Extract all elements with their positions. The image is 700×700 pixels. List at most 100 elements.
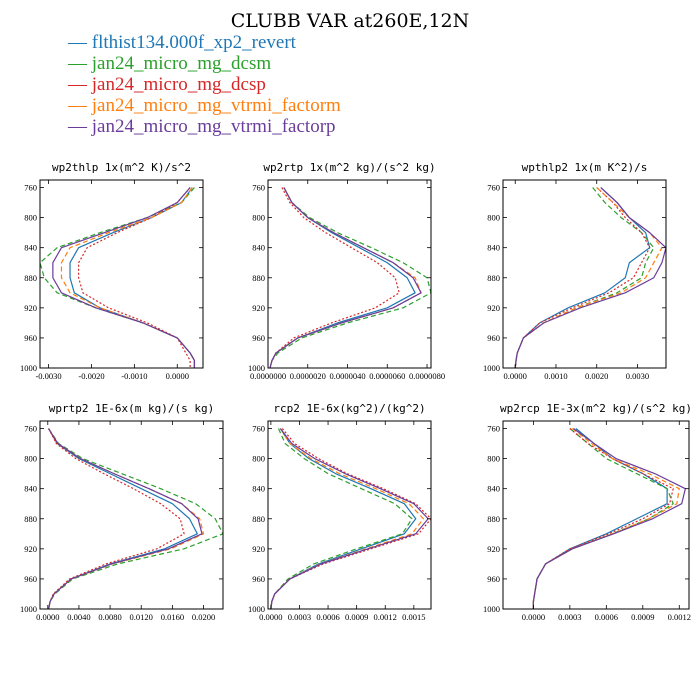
x-tick-label: -0.0030 xyxy=(35,371,61,381)
series-group xyxy=(532,428,686,609)
legend-item-4: — jan24_micro_mg_vtrmi_factorm xyxy=(67,95,341,116)
y-tick-label: 1000 xyxy=(483,604,500,614)
y-tick-label: 840 xyxy=(487,484,500,494)
series-line-5 xyxy=(514,187,666,368)
x-tick-label: 0.0000 xyxy=(504,371,527,381)
series-group xyxy=(47,428,223,609)
plot-frame xyxy=(39,420,224,610)
x-tick-label: 0.0000 xyxy=(166,371,189,381)
y-tick-label: 960 xyxy=(24,574,37,584)
y-tick-label: 1000 xyxy=(248,604,265,614)
x-tick-label: -0.0010 xyxy=(121,371,147,381)
series-line-3 xyxy=(514,187,651,368)
y-tick-label: 760 xyxy=(24,424,37,434)
series-line-5 xyxy=(269,187,422,368)
panel-3: wpthlp2 1x(m K^2)/s 760 800 840 880 920 960 100… xyxy=(483,161,667,381)
y-tick-label: 760 xyxy=(24,183,37,193)
legend-symbol: — xyxy=(67,53,92,74)
x-tick-label: 0.0000020 xyxy=(290,371,326,381)
y-tick-label: 800 xyxy=(487,213,500,223)
legend-symbol: — xyxy=(67,116,92,137)
series-group xyxy=(270,428,431,609)
x-tick-label: 0.0000 xyxy=(36,612,59,622)
x-tick-label: 0.0000 xyxy=(259,612,282,622)
legend-item-2: — jan24_micro_mg_dcsm xyxy=(67,53,271,74)
y-tick-label: 1000 xyxy=(20,604,37,614)
panel-title: wpthlp2 1x(m K^2)/s xyxy=(522,161,648,174)
plot-frame xyxy=(502,420,690,610)
panel-title: wp2rcp 1E-3x(m^2 kg)/(s^2 kg) xyxy=(500,402,692,415)
series-line-2 xyxy=(270,428,413,609)
y-tick-label: 1000 xyxy=(20,363,37,373)
y-tick-label: 920 xyxy=(252,303,265,313)
y-tick-label: 920 xyxy=(24,544,37,554)
y-tick-label: 800 xyxy=(24,213,37,223)
y-tick-label: 800 xyxy=(24,454,37,464)
panel-4: wprtp2 1E-6x(m kg)/(s kg) 760 800 840 880 920… xyxy=(20,402,224,622)
y-tick-label: 1000 xyxy=(248,363,265,373)
y-tick-label: 840 xyxy=(24,484,37,494)
x-tick-label: 0.0000 xyxy=(522,612,545,622)
legend-item-3: — jan24_micro_mg_dcsp xyxy=(67,74,266,95)
x-tick-label: 0.0200 xyxy=(192,612,215,622)
series-line-2 xyxy=(47,428,223,609)
y-tick-label: 960 xyxy=(252,333,265,343)
legend-label: jan24_micro_mg_vtrmi_factorp xyxy=(91,116,336,137)
panel-title: wp2thlp 1x(m^2 K)/s^2 xyxy=(52,161,191,174)
y-tick-label: 960 xyxy=(24,333,37,343)
panel-1: wp2thlp 1x(m^2 K)/s^2 760 800 840 880 920 960 1… xyxy=(20,161,204,381)
series-line-1 xyxy=(47,428,198,609)
y-tick-label: 800 xyxy=(487,454,500,464)
series-line-4 xyxy=(532,428,680,609)
y-tick-label: 760 xyxy=(487,183,500,193)
x-tick-label: 0.0040 xyxy=(67,612,90,622)
legend-item-5: — jan24_micro_mg_vtrmi_factorp xyxy=(67,116,336,137)
legend-label: flthist134.000f_xp2_revert xyxy=(92,32,297,53)
x-tick-label: 0.0010 xyxy=(544,371,567,381)
y-tick-label: 760 xyxy=(487,424,500,434)
x-tick-label: 0.0009 xyxy=(345,612,368,622)
series-line-5 xyxy=(532,428,686,609)
legend-label: jan24_micro_mg_vtrmi_factorm xyxy=(91,95,341,116)
y-tick-label: 880 xyxy=(487,514,500,524)
series-line-1 xyxy=(270,428,417,609)
series-line-3 xyxy=(78,187,191,368)
x-tick-label: -0.0020 xyxy=(78,371,104,381)
x-tick-label: 0.0003 xyxy=(558,612,581,622)
panel-6: wp2rcp 1E-3x(m^2 kg)/(s^2 kg)760 800 840 88… xyxy=(483,402,692,622)
y-tick-label: 800 xyxy=(252,454,265,464)
y-tick-label: 960 xyxy=(487,574,500,584)
series-line-4 xyxy=(514,187,663,368)
series-line-1 xyxy=(269,187,416,368)
y-tick-label: 960 xyxy=(487,333,500,343)
x-tick-label: 0.0120 xyxy=(130,612,153,622)
y-tick-label: 880 xyxy=(252,273,265,283)
x-tick-label: 0.0003 xyxy=(288,612,311,622)
y-tick-label: 920 xyxy=(487,303,500,313)
y-tick-label: 920 xyxy=(252,544,265,554)
y-tick-label: 880 xyxy=(487,273,500,283)
x-tick-label: 0.0160 xyxy=(161,612,184,622)
series-line-1 xyxy=(69,187,196,368)
x-tick-label: 0.0012 xyxy=(374,612,397,622)
series-line-3 xyxy=(269,187,400,368)
series-line-5 xyxy=(270,428,429,609)
legend: — flthist134.000f_xp2_revert— jan24_micr… xyxy=(67,32,341,137)
plot-frame xyxy=(39,179,204,369)
x-tick-label: 0.0000060 xyxy=(369,371,405,381)
y-tick-label: 880 xyxy=(24,273,37,283)
x-tick-label: 0.0015 xyxy=(402,612,425,622)
y-tick-label: 920 xyxy=(24,303,37,313)
x-tick-label: 0.0000080 xyxy=(409,371,445,381)
y-tick-label: 880 xyxy=(252,514,265,524)
y-tick-label: 840 xyxy=(252,243,265,253)
legend-symbol: — xyxy=(67,32,92,53)
y-tick-label: 960 xyxy=(252,574,265,584)
y-tick-label: 880 xyxy=(24,514,37,524)
x-tick-label: 0.0000000 xyxy=(250,371,286,381)
y-tick-label: 840 xyxy=(252,484,265,494)
series-line-2 xyxy=(40,187,196,368)
x-tick-label: 0.0006 xyxy=(595,612,618,622)
series-group xyxy=(40,187,196,368)
